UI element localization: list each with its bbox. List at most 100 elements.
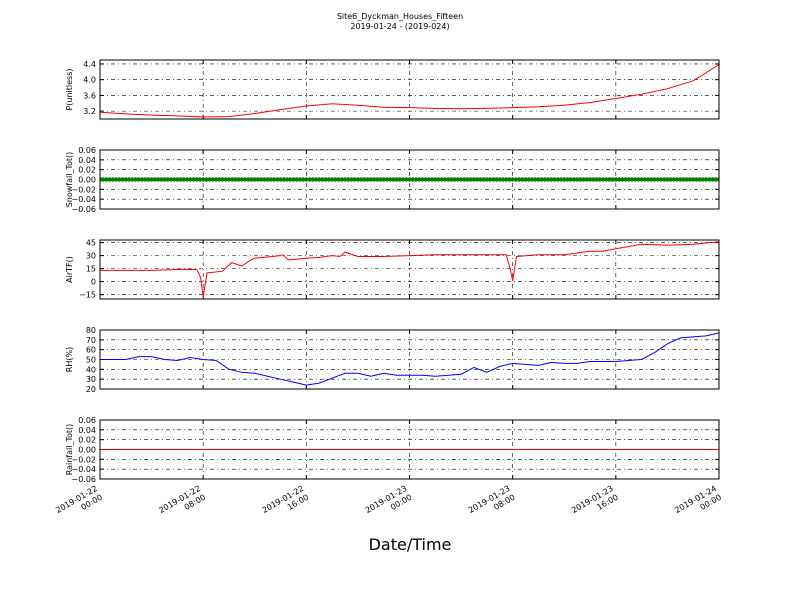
data-point	[255, 177, 261, 182]
data-point	[665, 177, 670, 182]
panel-5: −0.06−0.04−0.020.000.020.040.06 Rainfall_…	[65, 416, 720, 484]
data-point	[371, 177, 377, 182]
data-point	[658, 177, 664, 182]
data-point	[694, 177, 699, 182]
y-tick-label: −0.04	[71, 195, 96, 204]
y-tick-label: 0.06	[78, 146, 96, 155]
panel-frame	[99, 419, 720, 480]
data-point	[613, 177, 619, 182]
data-point	[130, 177, 135, 182]
data-point	[555, 177, 561, 182]
data-point	[197, 177, 203, 182]
data-point	[104, 177, 109, 182]
data-point	[571, 177, 577, 182]
data-point	[687, 177, 693, 182]
data-point	[149, 177, 154, 182]
data-point	[410, 177, 415, 182]
data-point	[101, 177, 106, 182]
data-point	[346, 177, 351, 182]
data-point	[271, 177, 277, 182]
y-tick-label: 4.4	[83, 60, 96, 69]
data-point	[539, 177, 544, 182]
data-point	[152, 177, 158, 182]
data-point	[404, 177, 409, 182]
data-point	[626, 177, 631, 182]
data-point	[552, 177, 557, 182]
data-point	[623, 177, 628, 182]
panel-2: −0.06−0.04−0.020.000.020.040.06 Snowfall_…	[65, 146, 720, 214]
y-tick-label: −0.06	[71, 475, 96, 484]
y-tick-label: 0.06	[78, 416, 96, 425]
y-tick-label: −0.02	[71, 185, 96, 194]
data-point	[468, 177, 473, 182]
data-point	[652, 177, 657, 182]
chart-panels: 3.23.64.04.4P(unitless)−0.06−0.04−0.020.…	[65, 59, 720, 484]
data-point	[368, 177, 374, 182]
y-tick-label: −0.02	[71, 455, 96, 464]
data-point	[342, 177, 348, 182]
data-point	[671, 177, 677, 182]
data-point	[229, 177, 235, 182]
data-point	[168, 177, 174, 182]
data-point	[507, 177, 512, 182]
data-point	[268, 177, 274, 182]
data-point	[146, 177, 151, 182]
data-point	[139, 177, 145, 182]
data-point	[510, 177, 515, 182]
y-tick-label: 20	[86, 385, 96, 394]
data-point	[258, 177, 264, 182]
data-point	[326, 177, 332, 182]
data-point	[217, 177, 222, 182]
data-point	[632, 177, 638, 182]
data-point	[213, 177, 219, 182]
data-point	[516, 177, 522, 182]
data-point	[678, 177, 683, 182]
data-point	[226, 177, 232, 182]
y-tick-label: 0.00	[78, 176, 96, 185]
y-tick-label: 4.0	[83, 76, 96, 85]
panel-frame	[99, 329, 720, 390]
data-point	[126, 177, 132, 182]
data-point	[462, 177, 467, 182]
panel-frame	[99, 239, 720, 300]
y-tick-label: 3.6	[83, 91, 96, 100]
data-point	[236, 177, 241, 182]
data-point	[629, 177, 635, 182]
data-point	[300, 177, 306, 182]
data-point	[458, 177, 464, 182]
data-point	[581, 177, 586, 182]
data-point	[162, 177, 167, 182]
data-point	[194, 177, 199, 182]
data-point	[384, 177, 390, 182]
panel-frame	[99, 59, 720, 120]
data-point	[681, 177, 686, 182]
y-tick-label: 0.04	[78, 426, 96, 435]
data-point	[433, 177, 438, 182]
data-point	[449, 177, 454, 182]
data-point	[400, 177, 406, 182]
data-point	[542, 177, 548, 182]
series-line-4	[100, 332, 719, 386]
data-point	[288, 177, 293, 182]
data-point	[684, 177, 689, 182]
panel-3: −15 0 15 30 45 AirTF()	[65, 239, 720, 300]
data-point	[703, 177, 709, 182]
data-point	[707, 177, 712, 182]
data-point	[246, 177, 251, 182]
data-point	[336, 177, 341, 182]
data-point	[497, 177, 502, 182]
data-point	[397, 177, 403, 182]
data-point	[545, 177, 551, 182]
data-point	[526, 177, 531, 182]
data-point	[616, 177, 622, 182]
data-point	[529, 177, 535, 182]
data-point	[439, 177, 444, 182]
data-point	[317, 177, 322, 182]
data-point	[607, 177, 612, 182]
data-point	[513, 177, 519, 182]
x-tick-label: 2019-01-2308:00	[467, 484, 517, 524]
y-tick-label: 50	[86, 356, 96, 365]
y-axis-label: AirTF()	[65, 256, 74, 283]
y-tick-label: −15	[79, 291, 96, 300]
y-tick-label: 0.02	[78, 436, 96, 445]
